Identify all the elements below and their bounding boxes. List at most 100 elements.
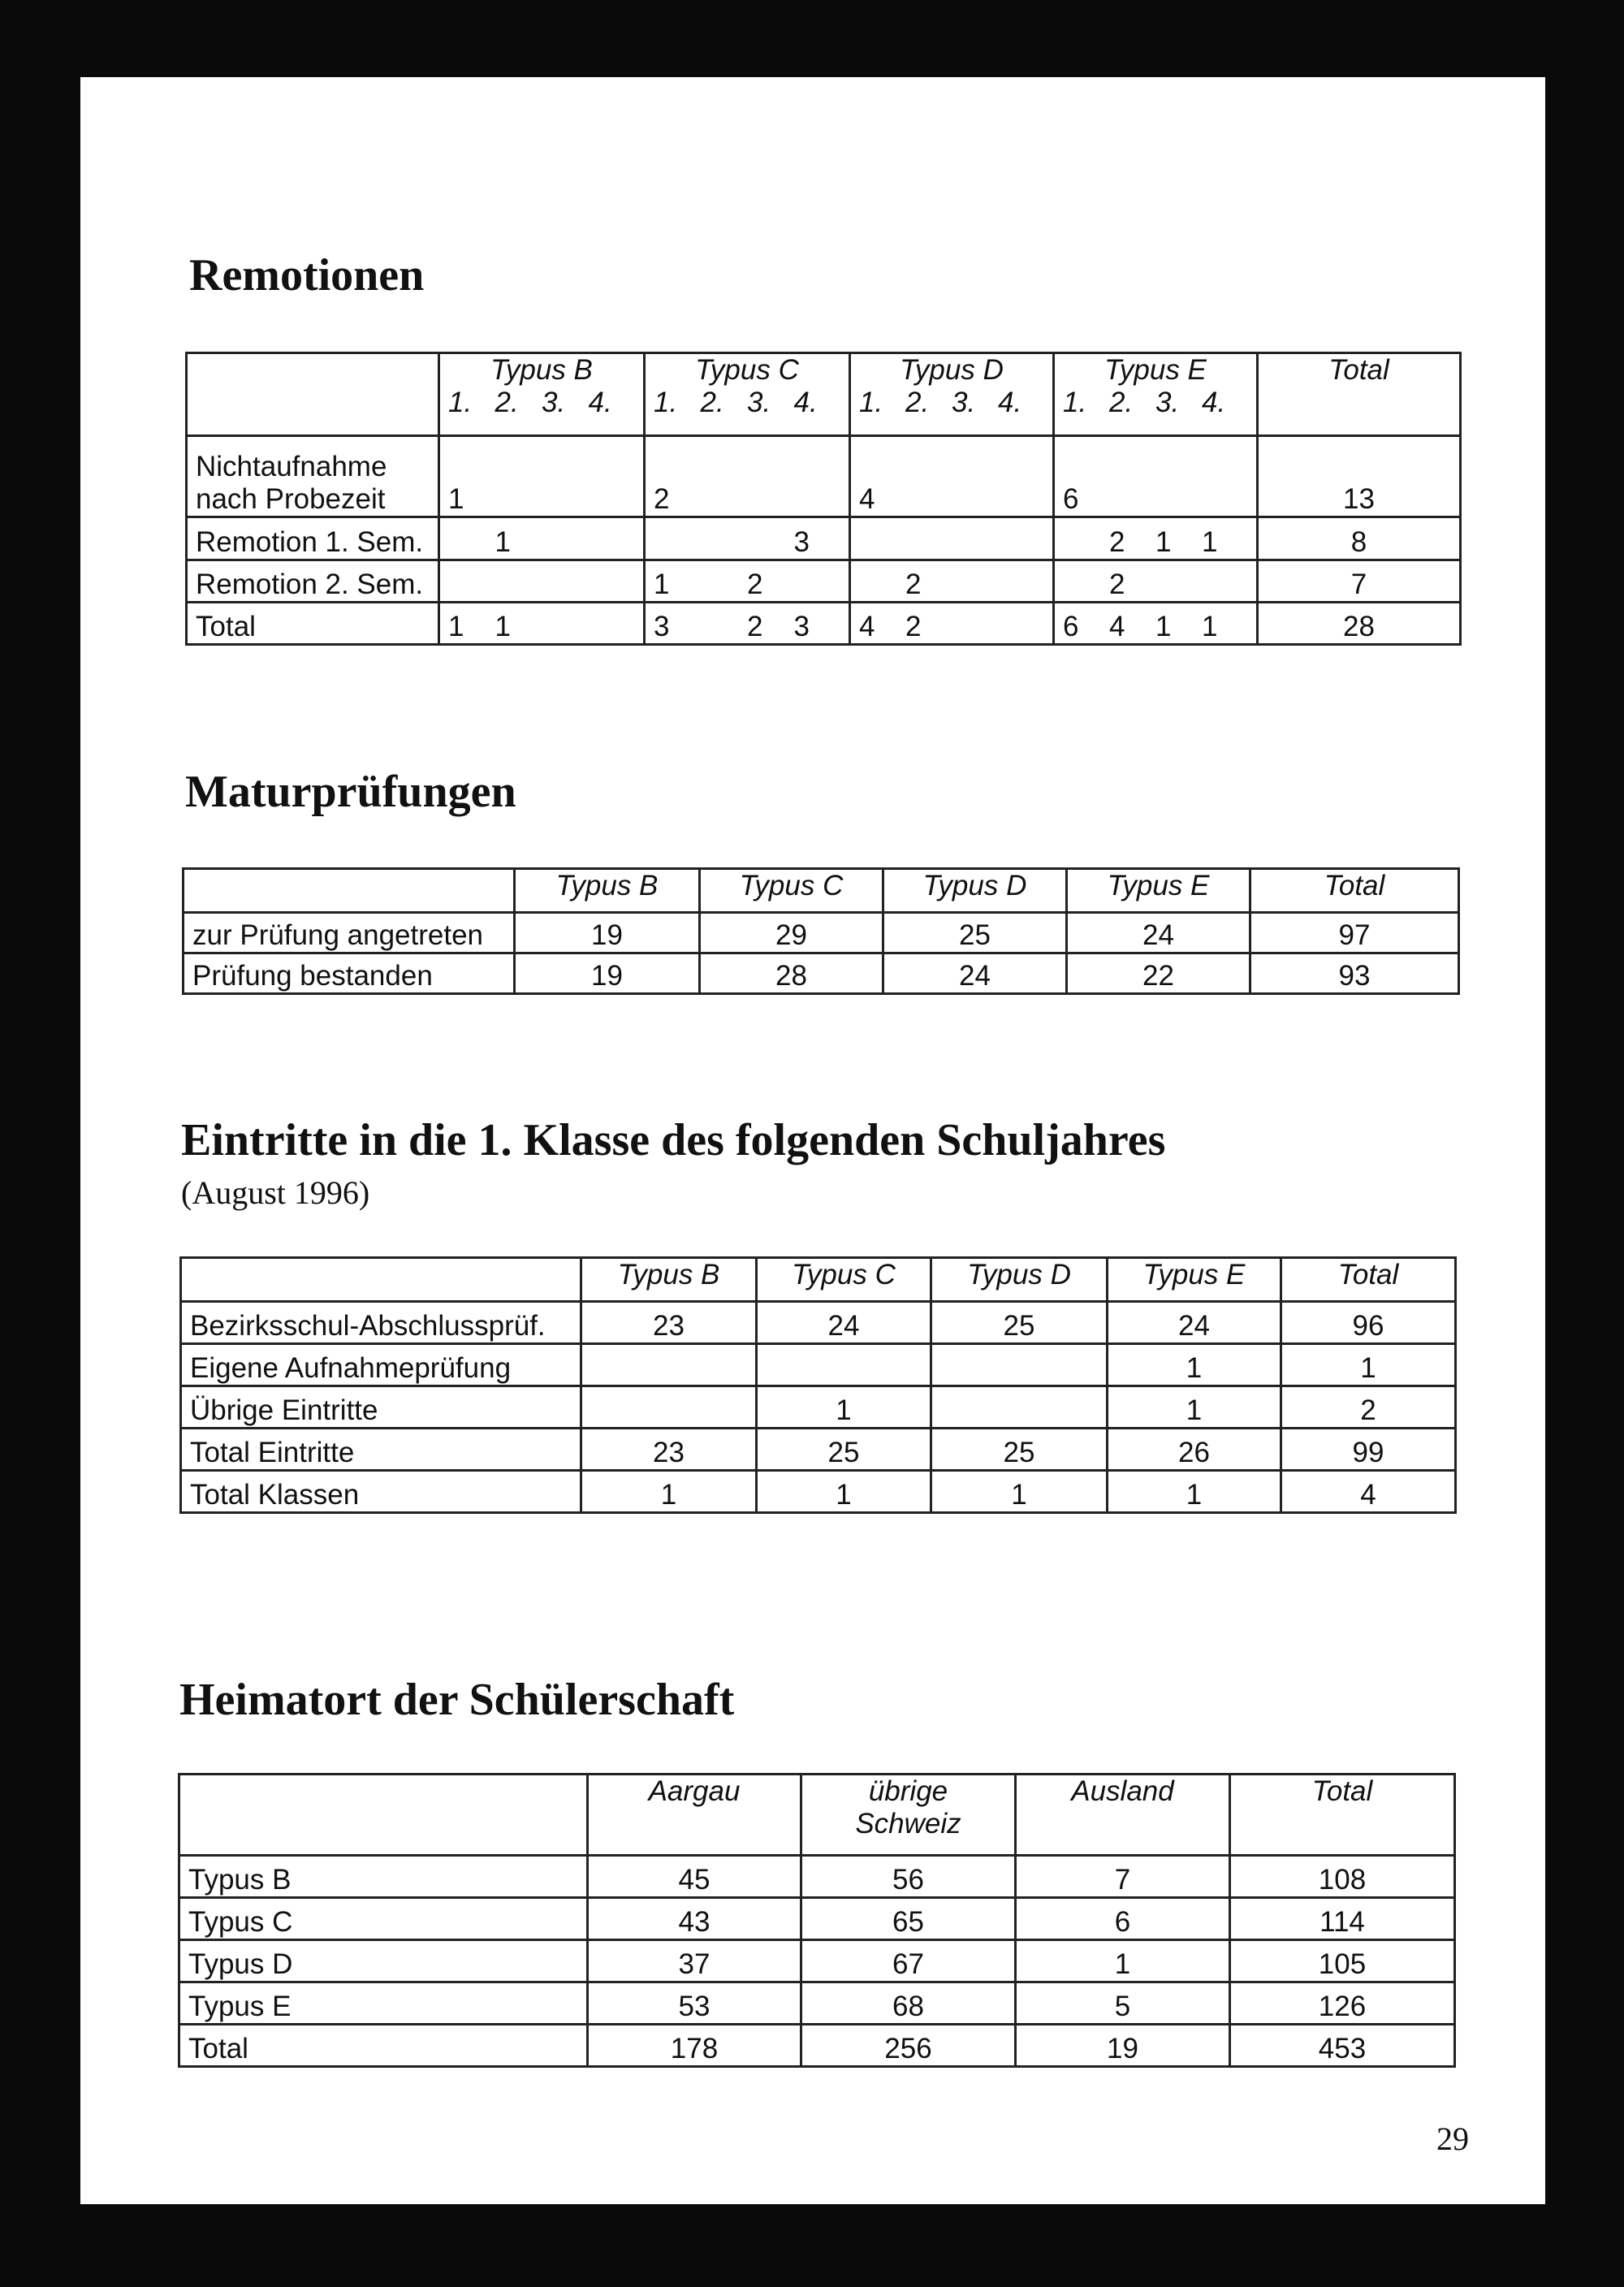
value-cell: 24 bbox=[882, 952, 1068, 995]
typus-cell: 6 bbox=[1052, 434, 1259, 518]
value-cell bbox=[580, 1385, 758, 1429]
typus-label: Typus B bbox=[490, 354, 593, 387]
sub-column-label: 4. bbox=[793, 387, 818, 418]
value-cell: 1 bbox=[755, 1469, 932, 1514]
value-cell: 1 bbox=[654, 569, 670, 600]
value-cell: 4 bbox=[1109, 611, 1125, 642]
value-cell: 6 bbox=[1063, 483, 1079, 515]
typus-cell bbox=[849, 516, 1055, 561]
column-header: Typus B bbox=[580, 1256, 758, 1303]
table-row: Total 1 1 3 2 3 4 2 6 4 1 1 28 bbox=[185, 601, 1462, 646]
value-cell: 68 bbox=[800, 1981, 1017, 2025]
column-header bbox=[185, 352, 440, 437]
value-cell: 3 bbox=[793, 611, 810, 642]
column-header: Aargau bbox=[586, 1773, 802, 1857]
eintritte-heading: Eintritte in die 1. Klasse des folgenden… bbox=[181, 1115, 1166, 1165]
value-cell: 4 bbox=[1280, 1469, 1457, 1514]
typus-label: Typus E bbox=[1104, 354, 1207, 387]
value-cell: 1 bbox=[1155, 611, 1172, 642]
sub-column-label: 2. bbox=[700, 387, 724, 418]
value-cell: 2 bbox=[905, 569, 922, 600]
value-cell: 29 bbox=[698, 911, 884, 954]
value-cell: 1 bbox=[1280, 1342, 1457, 1387]
typus-cell: 1 bbox=[438, 516, 646, 561]
value-cell: 28 bbox=[698, 952, 884, 995]
sub-column-label: 1. bbox=[654, 387, 678, 418]
row-label: Typus E bbox=[178, 1981, 589, 2025]
total-cell: 8 bbox=[1256, 516, 1462, 561]
value-cell: 1 bbox=[495, 526, 511, 558]
row-label: Typus B bbox=[178, 1854, 589, 1899]
value-cell: 4 bbox=[859, 483, 875, 515]
row-label: Nichtaufnahme nach Probezeit bbox=[185, 434, 440, 518]
value-cell: 1 bbox=[580, 1469, 758, 1514]
header-row: Typus B 1. 2. 3. 4. Typus C 1. 2. 3. 4. Typus D 1. 2… bbox=[185, 352, 1462, 437]
typus-cell: 4 bbox=[849, 434, 1055, 518]
document-page: Remotionen Typus B 1. 2. 3. 4. Typus C 1. 2. 3. 4… bbox=[80, 77, 1545, 2204]
typus-cell: 2 bbox=[643, 434, 851, 518]
value-cell: 7 bbox=[1014, 1854, 1231, 1899]
sub-column-label: 3. bbox=[1155, 387, 1180, 418]
value-cell: 24 bbox=[755, 1300, 932, 1345]
value-cell: 19 bbox=[513, 911, 701, 954]
value-cell: 45 bbox=[586, 1854, 802, 1899]
column-header: Typus D bbox=[930, 1256, 1108, 1303]
value-cell: 453 bbox=[1229, 2023, 1456, 2068]
column-header: Typus B 1. 2. 3. 4. bbox=[438, 352, 646, 437]
sub-column-label: 3. bbox=[747, 387, 771, 418]
value-cell: 23 bbox=[580, 1300, 758, 1345]
value-cell: 2 bbox=[1109, 569, 1125, 600]
table-row: Nichtaufnahme nach Probezeit 1 2 4 6 13 bbox=[185, 434, 1462, 518]
row-label: Total bbox=[178, 2023, 589, 2068]
sub-column-labels: 1. 2. 3. 4. bbox=[448, 387, 635, 419]
value-cell: 178 bbox=[586, 2023, 802, 2068]
total-cell: 7 bbox=[1256, 559, 1462, 603]
eintritte-table: Typus B Typus C Typus D Typus E Total Bezirks… bbox=[179, 1256, 1457, 1514]
header-row: Typus B Typus C Typus D Typus E Total bbox=[179, 1256, 1457, 1303]
column-header: Typus C 1. 2. 3. 4. bbox=[643, 352, 851, 437]
sub-column-label: 3. bbox=[542, 387, 566, 418]
value-cell: 2 bbox=[905, 611, 922, 642]
sub-column-label: 4. bbox=[998, 387, 1022, 418]
typus-label: Typus D bbox=[900, 354, 1004, 387]
column-header: Ausland bbox=[1014, 1773, 1231, 1857]
row-label: Typus C bbox=[178, 1896, 589, 1941]
table-row: Typus E 53 68 5 126 bbox=[178, 1981, 1456, 2025]
column-header: Typus E bbox=[1106, 1256, 1282, 1303]
value-cell: 2 bbox=[1109, 526, 1125, 558]
remotionen-heading: Remotionen bbox=[189, 250, 425, 300]
column-header: Typus D 1. 2. 3. 4. bbox=[849, 352, 1055, 437]
sub-column-label: 2. bbox=[495, 387, 519, 418]
row-label: Total Klassen bbox=[179, 1469, 582, 1514]
heimatort-table: Aargau übrige Schweiz Ausland Total Typus B 45… bbox=[178, 1773, 1456, 2068]
value-cell: 43 bbox=[586, 1896, 802, 1941]
heimatort-heading: Heimatort der Schülerschaft bbox=[179, 1675, 735, 1725]
header-row: Aargau übrige Schweiz Ausland Total bbox=[178, 1773, 1456, 1857]
table-row: Prüfung bestanden 19 28 24 22 93 bbox=[182, 952, 1460, 995]
value-cell: 19 bbox=[513, 952, 701, 995]
row-label: Eigene Aufnahmeprüfung bbox=[179, 1342, 582, 1387]
remotionen-table: Typus B 1. 2. 3. 4. Typus C 1. 2. 3. 4. Typus D 1. 2… bbox=[185, 352, 1462, 646]
total-header: Total bbox=[1328, 354, 1389, 387]
value-cell: 108 bbox=[1229, 1854, 1456, 1899]
typus-cell: 1 bbox=[438, 434, 646, 518]
column-header: Total bbox=[1280, 1256, 1457, 1303]
value-cell: 67 bbox=[800, 1939, 1017, 1983]
value-cell: 24 bbox=[1065, 911, 1251, 954]
value-cell: 1 bbox=[755, 1385, 932, 1429]
column-header: übrige Schweiz bbox=[800, 1773, 1017, 1857]
sub-column-label: 2. bbox=[1109, 387, 1134, 418]
value-cell: 1 bbox=[930, 1469, 1108, 1514]
value-cell: 56 bbox=[800, 1854, 1017, 1899]
value-cell: 23 bbox=[580, 1427, 758, 1472]
table-row: Typus B 45 56 7 108 bbox=[178, 1854, 1456, 1899]
table-row: Total 178 256 19 453 bbox=[178, 2023, 1456, 2068]
value-cell: 1 bbox=[1202, 611, 1218, 642]
value-cell: 2 bbox=[747, 611, 763, 642]
